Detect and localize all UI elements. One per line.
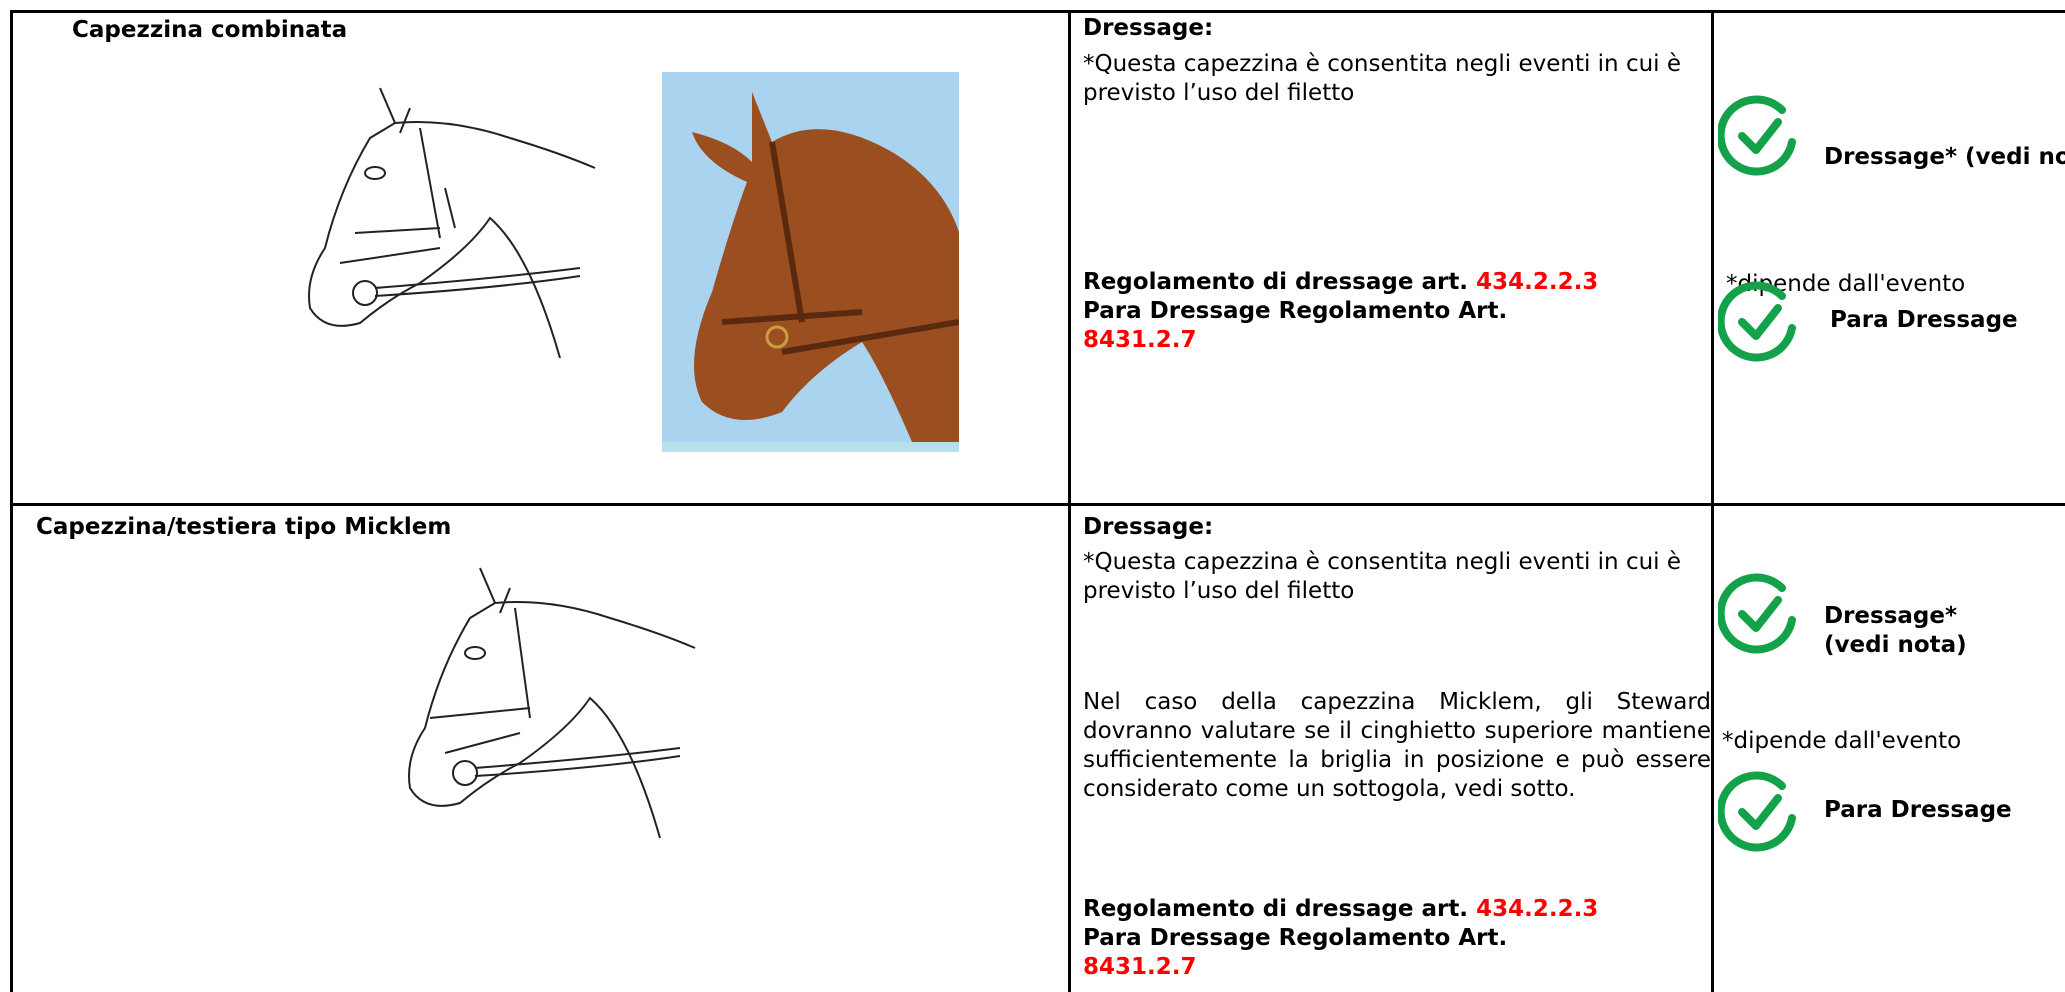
event-note: *dipende dall'evento	[1722, 728, 1962, 754]
discipline: Dressage:	[1083, 15, 1214, 41]
discipline: Dressage:	[1083, 514, 1214, 540]
check-icon	[1718, 573, 1796, 654]
extra-note: Nel caso della capezzina Micklem, gli St…	[1083, 689, 1711, 802]
horse-drawing	[408, 567, 696, 839]
check-icon	[1718, 95, 1796, 176]
border	[10, 503, 2065, 506]
border	[10, 10, 13, 992]
rule-label: Para Dressage Regolamento Art.	[1083, 925, 1508, 951]
rule-ref: 434.2.2.3	[1476, 269, 1599, 295]
row-title: Capezzina/testiera tipo Micklem	[36, 514, 452, 540]
border	[1068, 10, 1071, 992]
rule-ref: 434.2.2.3	[1476, 896, 1599, 922]
rule: Regolamento di dressage art. 434.2.2.3	[1083, 268, 1711, 297]
check-icon	[1718, 771, 1796, 852]
rule-label: Regolamento di dressage art.	[1083, 896, 1469, 922]
border	[10, 10, 2065, 13]
check-icon	[1718, 281, 1796, 362]
rule-label: Regolamento di dressage art.	[1083, 269, 1469, 295]
allowed: Para Dressage	[1830, 307, 2018, 333]
note: *Questa capezzina è consentita negli eve…	[1083, 51, 1682, 106]
rule-ref: 8431.2.7	[1083, 954, 1197, 980]
horse-photo	[662, 72, 959, 452]
allowed: Para Dressage	[1824, 797, 2012, 823]
rule-ref: 8431.2.7	[1083, 327, 1197, 353]
rule: Para Dressage Regolamento Art. 8431.2.7	[1083, 924, 1523, 982]
rule: Para Dressage Regolamento Art. 8431.2.7	[1083, 297, 1523, 355]
rule: Regolamento di dressage art. 434.2.2.3	[1083, 895, 1711, 924]
border	[1711, 10, 1714, 992]
rule-label: Para Dressage Regolamento Art.	[1083, 298, 1508, 324]
note: *Questa capezzina è consentita negli eve…	[1083, 549, 1682, 604]
allowed: Dressage* (vedi nota)	[1824, 144, 2065, 170]
horse-drawing	[308, 87, 596, 359]
allowed: Dressage* (vedi nota)	[1824, 603, 1967, 658]
row-title: Capezzina combinata	[72, 17, 348, 43]
